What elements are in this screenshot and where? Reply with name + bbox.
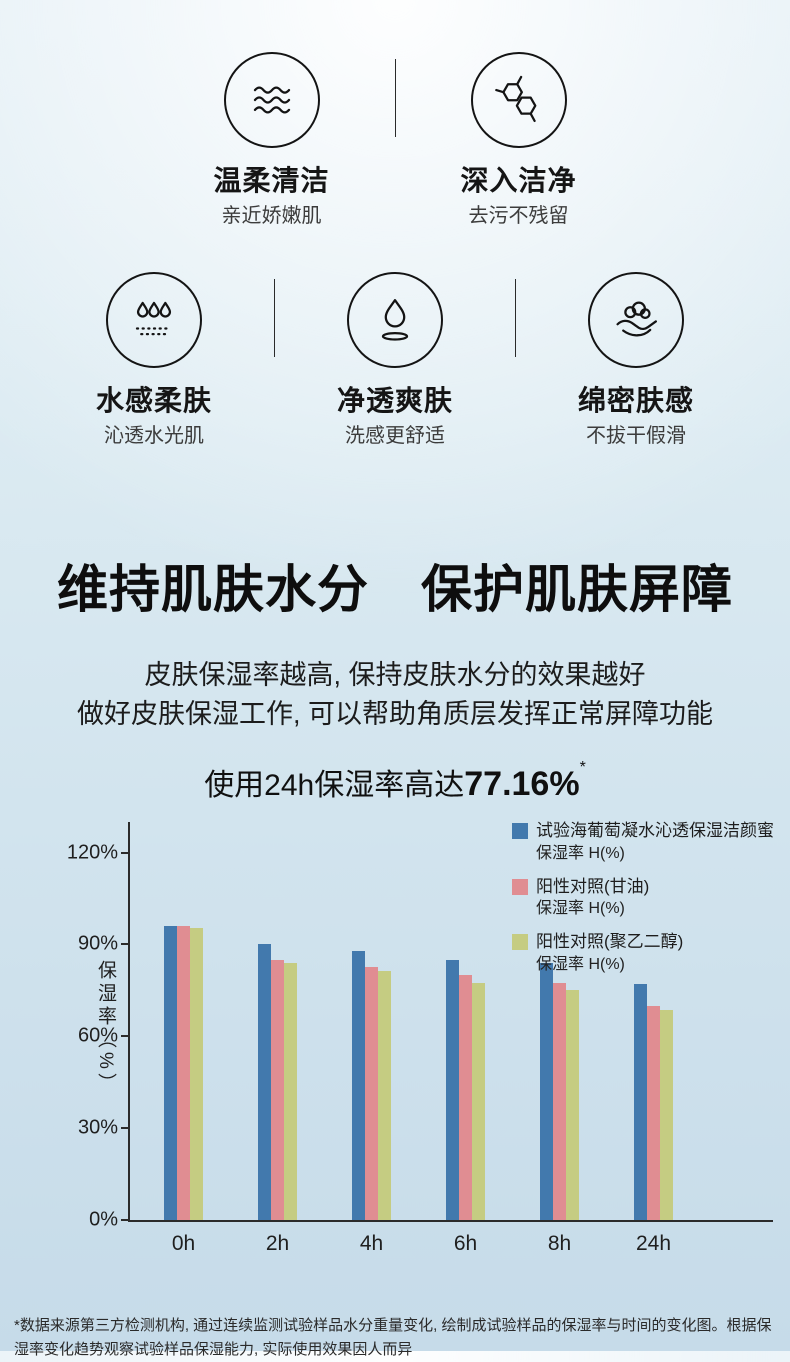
bar [352, 950, 365, 1220]
y-tick-mark [121, 1219, 128, 1221]
claim-value: 77.16% [464, 765, 580, 803]
bar [284, 962, 297, 1220]
moisture-retention-chart: 保湿率（%） 0h 2h 4h 6h 8h 24h 0% 30% 60% 90% 120% 试验海… [0, 812, 790, 1284]
disclaimer-footnote: *数据来源第三方检测机构, 通过连续监测试验样品水分重量变化, 绘制成试验样品的… [14, 1317, 772, 1358]
claim-asterisk: * [579, 759, 586, 776]
legend-item: 试验海葡萄凝水沁透保湿洁颜蜜 保湿率 H(%) [512, 820, 774, 865]
description-line-2: 做好皮肤保湿工作, 可以帮助角质层发挥正常屏障功能 [76, 699, 713, 729]
feature-subtitle: 去污不残留 [468, 205, 569, 227]
bar-group-8h: 8h [540, 822, 579, 1255]
chart-legend: 试验海葡萄凝水沁透保湿洁颜蜜 保湿率 H(%) 阳性对照(甘油) 保湿率 H(%) 阳性… [512, 820, 774, 976]
bar [634, 983, 647, 1220]
vertical-divider [394, 59, 396, 137]
feature-refreshing-skin: 净透爽肤 洗感更舒适 [275, 272, 515, 448]
x-tick-label: 2h [265, 1232, 290, 1255]
feature-title: 绵密肤感 [577, 385, 694, 416]
bar-group-6h: 6h [446, 822, 485, 1255]
description-line-1: 皮肤保湿率越高, 保持皮肤水分的效果越好 [144, 660, 646, 690]
bar-group-4h: 4h [352, 822, 391, 1255]
bar [459, 975, 472, 1220]
y-tick-mark [121, 943, 128, 946]
bar [566, 990, 579, 1220]
bar [258, 944, 271, 1220]
features-row-1: 温柔清洁 亲近娇嫩肌 深入洁净 去污不残留 [0, 52, 790, 228]
legend-swatch [512, 878, 528, 895]
bar-group-24h: 24h [634, 822, 673, 1255]
molecule-icon [470, 52, 567, 148]
y-tick-mark [121, 1035, 128, 1038]
vertical-divider [274, 279, 275, 357]
feature-subtitle: 亲近娇嫩肌 [221, 205, 322, 227]
bar [271, 959, 284, 1220]
feature-subtitle: 洗感更舒适 [345, 425, 445, 447]
water-drop-icon [347, 272, 443, 368]
bar [540, 962, 553, 1220]
feature-subtitle: 不拔干假滑 [586, 425, 686, 447]
legend-label: 阳性对照(聚乙二醇) 保湿率 H(%) [536, 932, 684, 973]
y-tick-label: 60% [77, 1024, 118, 1047]
y-axis-label: 保湿率（%） [95, 960, 116, 1096]
feature-creamy-texture: 绵密肤感 不拔干假滑 [516, 272, 756, 448]
bar [177, 926, 190, 1220]
bar-group-2h: 2h [258, 822, 297, 1255]
waves-icon [223, 52, 320, 148]
feature-title: 水感柔肤 [95, 385, 212, 416]
bar [647, 1005, 660, 1220]
features-section: 温柔清洁 亲近娇嫩肌 深入洁净 去污不残留 [0, 0, 790, 448]
feature-deep-cleansing: 深入洁净 去污不残留 [396, 52, 642, 228]
legend-swatch [512, 823, 528, 839]
feature-title: 深入洁净 [460, 165, 577, 196]
claim-statement: 使用24h保湿率高达77.16%* [0, 760, 790, 804]
x-tick-label: 4h [359, 1232, 384, 1255]
x-tick-label: 0h [171, 1232, 196, 1255]
bar-group-0h: 0h [164, 822, 203, 1255]
bar [660, 1010, 673, 1220]
chart-plot: 0h 2h 4h 6h 8h 24h 0% 30% 60% 90% 120% [67, 822, 773, 1255]
feature-gentle-cleansing: 温柔清洁 亲近娇嫩肌 [149, 52, 395, 228]
bar [164, 926, 177, 1220]
vertical-divider [515, 279, 516, 357]
y-tick-label: 90% [77, 932, 118, 955]
bar [446, 959, 459, 1220]
legend-item: 阳性对照(聚乙二醇) 保湿率 H(%) [512, 931, 774, 976]
description: 皮肤保湿率越高, 保持皮肤水分的效果越好 做好皮肤保湿工作, 可以帮助角质层发挥… [0, 656, 790, 734]
bars-area: 0h 2h 4h 6h 8h 24h [130, 822, 773, 1255]
bar [472, 982, 485, 1220]
y-tick-label: 30% [77, 1116, 118, 1139]
legend-item: 阳性对照(甘油) 保湿率 H(%) [512, 876, 774, 921]
bar [365, 967, 378, 1220]
legend-label: 试验海葡萄凝水沁透保湿洁颜蜜 保湿率 H(%) [536, 821, 774, 862]
droplets-icon [106, 272, 202, 368]
legend-label: 阳性对照(甘油) 保湿率 H(%) [536, 876, 650, 918]
y-tick-label: 0% [89, 1208, 118, 1231]
x-tick-label: 24h [635, 1232, 672, 1255]
feature-title: 净透爽肤 [336, 385, 453, 416]
feature-soft-skin: 水感柔肤 沁透水光肌 [34, 272, 274, 448]
y-tick-mark [121, 1127, 128, 1130]
page-title: 维持肌肤水分 保护肌肤屏障 [56, 561, 733, 618]
y-tick-label: 120% [66, 841, 118, 864]
x-tick-label: 6h [453, 1232, 478, 1255]
bar [553, 982, 566, 1220]
x-tick-label: 8h [547, 1232, 572, 1255]
feature-title: 温柔清洁 [213, 165, 330, 196]
legend-swatch [512, 934, 528, 951]
y-tick-mark [121, 851, 128, 854]
bar [378, 970, 391, 1220]
bar [190, 927, 203, 1220]
hand-foam-icon [588, 272, 684, 368]
features-row-2: 水感柔肤 沁透水光肌 净透爽肤 洗感更舒适 [0, 272, 790, 448]
feature-subtitle: 沁透水光肌 [104, 425, 204, 447]
claim-prefix: 使用24h保湿率高达 [204, 769, 465, 802]
